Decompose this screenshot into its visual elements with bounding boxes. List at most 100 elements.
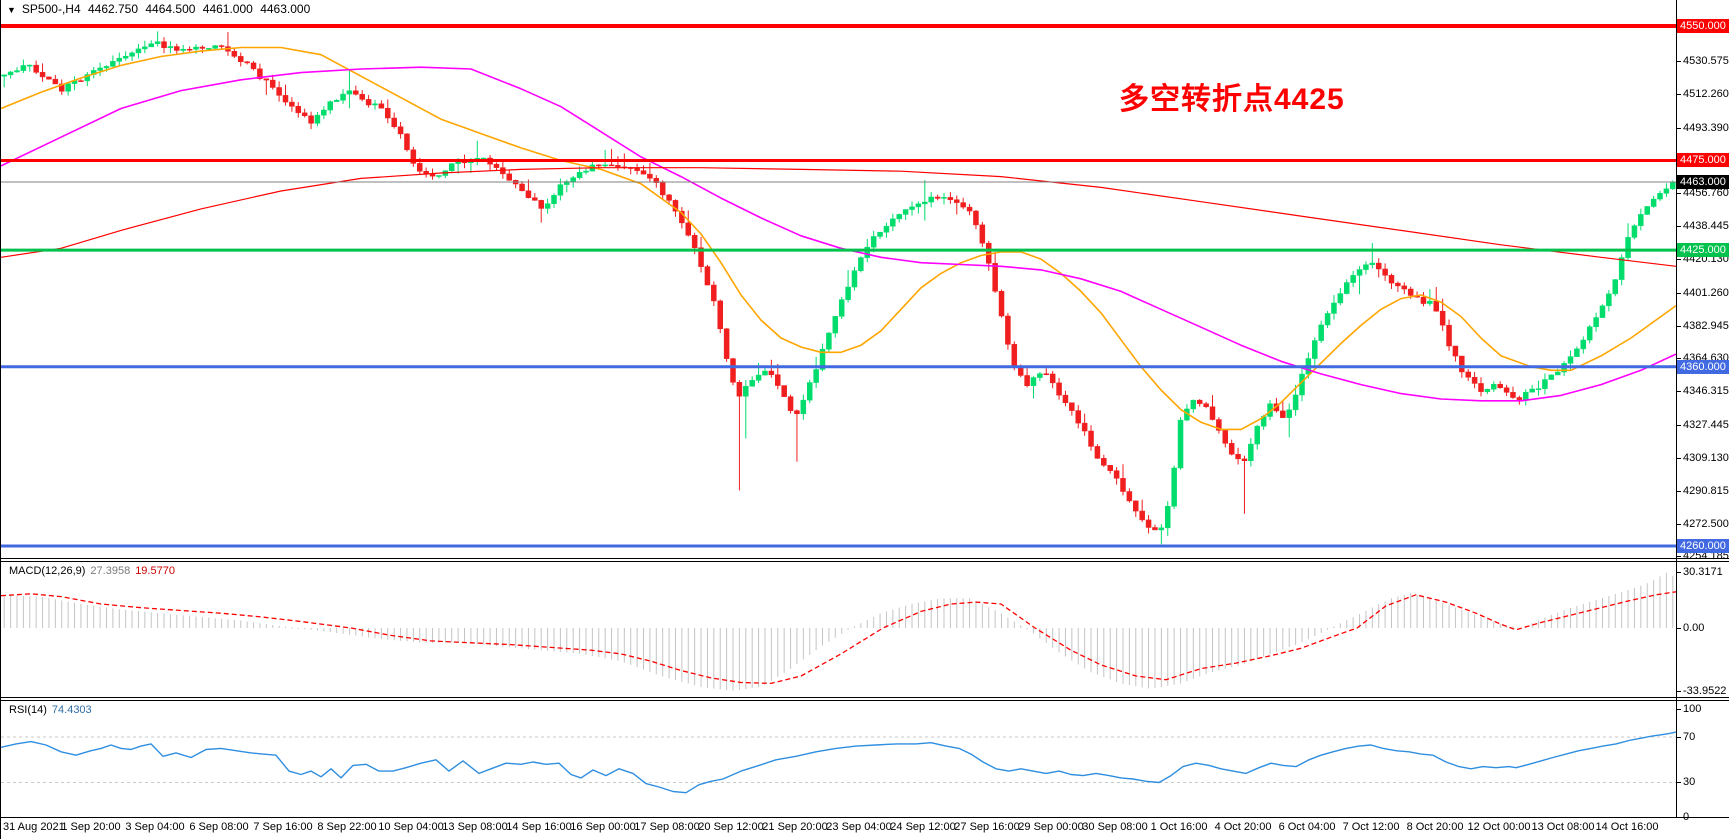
macd-axis-tick: 0.00 — [1683, 622, 1705, 634]
x-axis-label: 7 Sep 16:00 — [253, 821, 313, 833]
rsi-name: RSI(14) — [9, 704, 47, 716]
macd-axis-tick-mark — [1677, 628, 1681, 629]
y-axis-tick-mark — [1677, 490, 1681, 492]
x-axis-label: 23 Sep 04:00 — [826, 821, 892, 833]
rsi-axis-tick: 0 — [1683, 810, 1689, 824]
x-axis-label: 10 Sep 04:00 — [378, 821, 444, 833]
y-axis-tick-mark — [1677, 127, 1681, 129]
x-axis-label: 14 Sep 16:00 — [506, 821, 572, 833]
y-axis-tick: 4346.315 — [1683, 385, 1729, 398]
y-axis-tick-mark — [1677, 425, 1681, 427]
y-axis-tick: 4290.815 — [1683, 484, 1729, 497]
y-axis-tick-mark — [1677, 325, 1681, 327]
price-axis-border — [1676, 0, 1677, 817]
ohlc-high: 4464.500 — [145, 2, 196, 16]
y-axis-tick-mark — [1677, 523, 1681, 525]
x-axis-label: 8 Sep 22:00 — [317, 821, 377, 833]
y-axis-tick-mark — [1677, 292, 1681, 294]
x-axis-label: 29 Sep 00:00 — [1018, 821, 1084, 833]
price-badge-4550: 4550.000 — [1677, 19, 1729, 33]
macd-label: MACD(12,26,9) 27.3958 19.5770 — [9, 565, 180, 577]
candlestick-series — [1, 31, 1676, 545]
price-badge-4260: 4260.000 — [1677, 539, 1729, 553]
panel-separator[interactable] — [1, 697, 1729, 701]
y-axis-tick-mark — [1677, 93, 1681, 95]
y-axis-tick-mark — [1677, 258, 1681, 260]
symbol-title: ▼ SP500-,H4 4462.750 4464.500 4461.000 44… — [7, 2, 314, 16]
ohlc-open: 4462.750 — [87, 2, 139, 16]
ma-medium-line — [1, 66, 1676, 402]
x-axis-label: 4 Oct 20:00 — [1214, 821, 1272, 833]
x-axis-label: 13 Oct 08:00 — [1531, 821, 1595, 833]
x-axis-label: 14 Oct 16:00 — [1595, 821, 1659, 833]
x-axis-label: 21 Sep 20:00 — [762, 821, 828, 833]
moving-averages — [1, 46, 1676, 431]
price-chart-plot[interactable] — [1, 0, 1676, 558]
rsi-axis-tick-mark — [1677, 737, 1681, 739]
rsi-axis-tick: 30 — [1683, 776, 1696, 789]
x-axis-label: 6 Oct 04:00 — [1278, 821, 1336, 833]
ohlc-low: 4461.000 — [202, 2, 253, 16]
macd-axis-tick: 30.3171 — [1683, 566, 1723, 578]
macd-axis-tick-mark — [1677, 690, 1681, 692]
macd-indicator-plot[interactable] — [1, 562, 1676, 697]
macd-name: MACD(12,26,9) — [9, 565, 86, 577]
x-axis-label: 24 Sep 12:00 — [890, 821, 956, 833]
y-axis-tick: 4530.575 — [1683, 54, 1729, 67]
x-axis-label: 1 Oct 16:00 — [1150, 821, 1208, 833]
y-axis-tick: 4456.760 — [1683, 187, 1729, 200]
y-axis-tick: 4401.260 — [1683, 286, 1729, 299]
ma-fast-line — [1, 46, 1676, 431]
rsi-indicator-plot[interactable] — [1, 701, 1676, 817]
x-axis-label: 17 Sep 08:00 — [634, 821, 700, 833]
y-axis-tick-mark — [1677, 226, 1681, 228]
symbol-dropdown-icon[interactable]: ▼ — [7, 5, 16, 15]
x-axis-label: 30 Sep 08:00 — [1082, 821, 1148, 833]
y-axis-tick-mark — [1677, 60, 1681, 62]
rsi-axis-tick: 100 — [1683, 703, 1702, 715]
rsi-line — [1, 731, 1676, 794]
macd-signal-value: 19.5770 — [135, 565, 175, 577]
ohlc-close: 4463.000 — [260, 2, 311, 16]
x-axis-label: 27 Sep 16:00 — [954, 821, 1020, 833]
chart-annotation-text[interactable]: 多空转折点4425 — [1119, 83, 1345, 116]
price-badge-4360: 4360.000 — [1677, 359, 1729, 374]
ma-slow-line — [1, 167, 1676, 267]
x-axis-label: 3 Sep 04:00 — [125, 821, 185, 833]
y-axis-tick: 4327.445 — [1683, 419, 1729, 432]
y-axis-tick-mark — [1677, 391, 1681, 393]
x-axis-label: 13 Sep 08:00 — [442, 821, 508, 833]
y-axis-tick: 4309.130 — [1683, 451, 1729, 464]
panel-separator[interactable] — [1, 558, 1729, 562]
x-axis-label: 6 Sep 08:00 — [189, 821, 249, 833]
rsi-axis-tick: 70 — [1683, 731, 1696, 744]
macd-signal-line — [1, 591, 1676, 685]
x-axis-label: 7 Oct 12:00 — [1342, 821, 1400, 833]
price-badge-4425: 4425.000 — [1677, 243, 1729, 258]
macd-axis-tick-mark — [1677, 572, 1681, 573]
symbol-timeframe-label: SP500-,H4 — [21, 2, 81, 16]
y-axis-tick: 4512.260 — [1683, 87, 1729, 100]
horizontal-lines — [1, 24, 1676, 548]
y-axis-tick: 4438.445 — [1683, 220, 1729, 233]
y-axis-tick: 4493.390 — [1683, 121, 1729, 134]
x-axis-label: 12 Oct 00:00 — [1467, 821, 1531, 833]
x-axis-label: 1 Sep 20:00 — [61, 821, 121, 833]
rsi-axis-tick-mark — [1677, 709, 1681, 710]
y-axis-tick-mark — [1677, 556, 1681, 558]
price-badge-4463: 4463.000 — [1677, 175, 1729, 189]
date-axis-border — [1, 817, 1729, 818]
x-axis-label: 16 Sep 00:00 — [570, 821, 636, 833]
y-axis-tick-mark — [1677, 457, 1681, 459]
y-axis-tick: 4272.500 — [1683, 517, 1729, 530]
rsi-label: RSI(14) 74.4303 — [9, 704, 97, 716]
macd-histogram — [3, 572, 1674, 691]
macd-value: 27.3958 — [90, 565, 131, 577]
price-badge-4475: 4475.000 — [1677, 153, 1729, 168]
x-axis-label: 31 Aug 2021 — [3, 821, 65, 833]
y-axis-tick: 4382.945 — [1683, 319, 1729, 332]
y-axis-tick-mark — [1677, 358, 1681, 360]
x-axis-label: 20 Sep 12:00 — [698, 821, 764, 833]
x-axis-label: 8 Oct 20:00 — [1406, 821, 1464, 833]
